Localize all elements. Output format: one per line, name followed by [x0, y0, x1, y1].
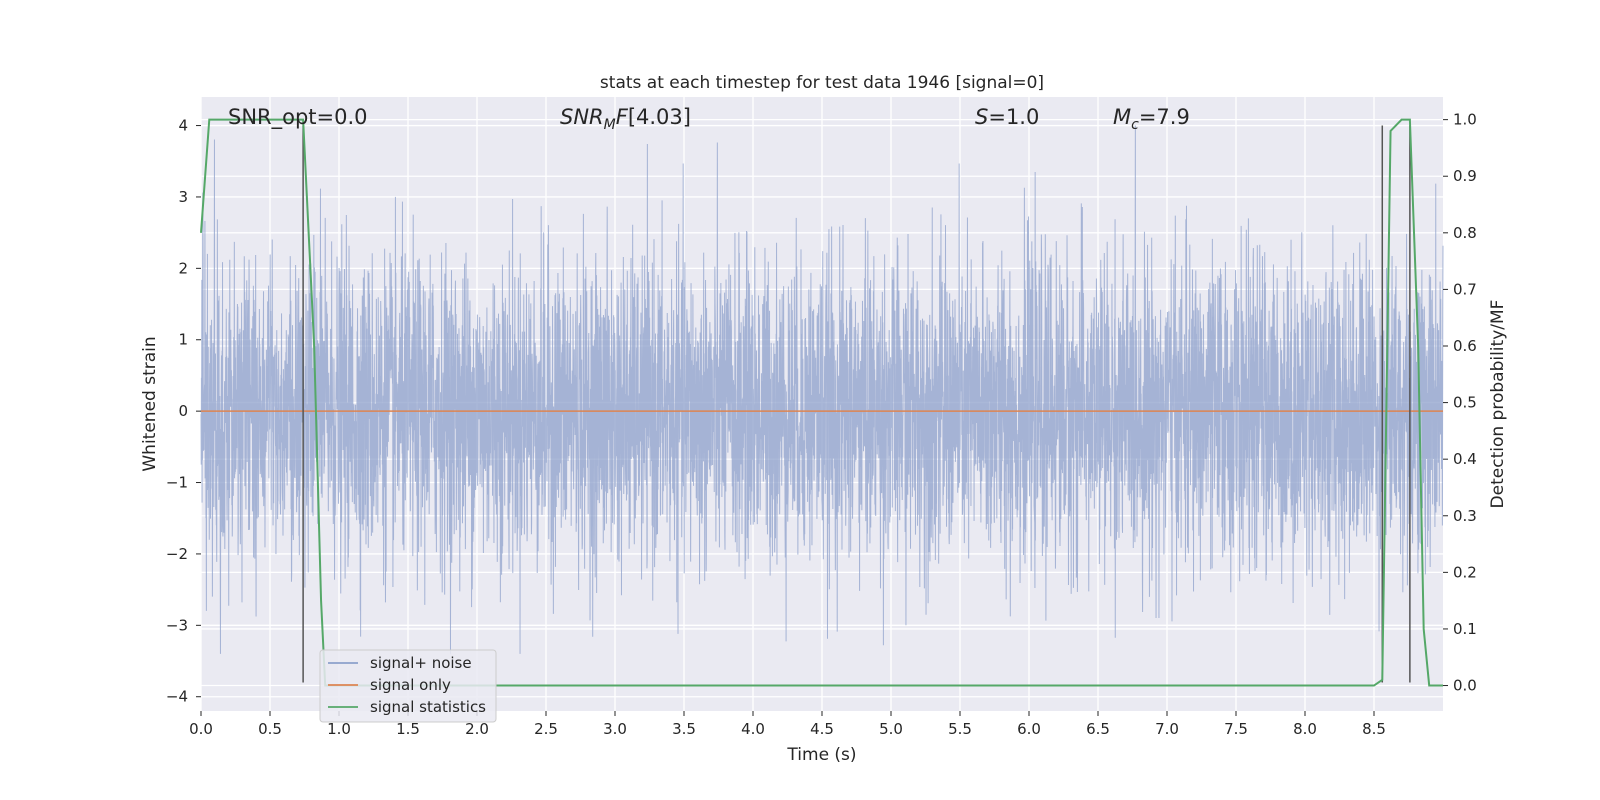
signal-noise-series [200, 125, 1444, 654]
snr-mf-value: [4.03] [628, 105, 691, 129]
y-tick-label: −1 [166, 474, 188, 492]
x-tick-label: 5.5 [948, 720, 972, 738]
y-tick-label: −3 [166, 616, 188, 634]
y-right-tick-label: 0.7 [1453, 280, 1477, 298]
chart-title: stats at each timestep for test data 194… [600, 73, 1044, 93]
legend-box [319, 649, 497, 723]
legend-label-signal-only: signal only [370, 676, 451, 694]
y-right-tick-label: 0.2 [1453, 563, 1477, 581]
y-tick-label: −2 [166, 545, 188, 563]
y-tick-label: 3 [178, 188, 188, 206]
y-right-tick-label: 0.1 [1453, 620, 1477, 638]
x-tick-label: 1.5 [396, 720, 420, 738]
x-tick-label: 3.5 [672, 720, 696, 738]
y-axis-right-label: Detection probability/MF [1488, 300, 1508, 509]
y-right-tick-label: 0.5 [1453, 394, 1477, 412]
s-value: =1.0 [988, 105, 1039, 129]
x-tick-label: 6.5 [1086, 720, 1110, 738]
legend: signal+ noise signal only signal statist… [319, 649, 497, 723]
x-tick-label: 4.0 [741, 720, 765, 738]
x-tick-label: 8.5 [1362, 720, 1386, 738]
y-tick-label: 1 [178, 331, 188, 349]
x-axis-label: Time (s) [786, 745, 856, 765]
y-axis-label: Whitened strain [140, 336, 160, 471]
y-tick-label: 4 [178, 117, 188, 135]
legend-label-signal-statistics: signal statistics [370, 698, 486, 716]
y-right-tick-label: 1.0 [1453, 111, 1477, 129]
y-right-tick-label: 0.3 [1453, 507, 1477, 525]
y-right-tick-label: 0.9 [1453, 167, 1477, 185]
signal-statistics-line [200, 118, 1443, 687]
x-tick-label: 2.0 [465, 720, 489, 738]
x-tick-label: 6.0 [1017, 720, 1041, 738]
x-tick-label: 4.5 [810, 720, 834, 738]
mc-annotation: Mc=7.9 [1113, 105, 1190, 133]
x-tick-label: 5.0 [879, 720, 903, 738]
snr-opt-annotation: SNR_opt=0.0 [228, 105, 368, 130]
y-right-tick-label: 0.0 [1453, 677, 1477, 695]
x-tick-label: 0.5 [258, 720, 282, 738]
y-tick-label: 0 [178, 402, 188, 420]
y-right-tick-label: 0.4 [1453, 450, 1477, 468]
x-tick-label: 0.0 [189, 720, 213, 738]
lines-layer [200, 118, 1443, 687]
y-tick-label: −4 [166, 688, 188, 706]
y-right-tick-label: 0.6 [1453, 337, 1477, 355]
y-tick-label: 2 [178, 259, 188, 277]
legend-label-signal-noise: signal+ noise [370, 654, 472, 672]
signal-noise-line [200, 125, 1444, 654]
x-tick-label: 3.0 [603, 720, 627, 738]
x-tick-label: 7.5 [1224, 720, 1248, 738]
x-tick-label: 8.0 [1293, 720, 1317, 738]
y-right-tick-label: 0.8 [1453, 224, 1477, 242]
x-tick-label: 1.0 [327, 720, 351, 738]
snr-mf-annotation: SNRMF[4.03] [560, 105, 691, 133]
ticks-layer: 0.0 0.5 1.0 1.5 2.0 2.5 3.0 3.5 4.0 4.5 5.0 5.5 6.0 6… [166, 111, 1477, 738]
mc-value: =7.9 [1139, 105, 1190, 129]
s-annotation: S=1.0 [975, 105, 1039, 129]
x-tick-label: 7.0 [1155, 720, 1179, 738]
x-tick-label: 2.5 [534, 720, 558, 738]
